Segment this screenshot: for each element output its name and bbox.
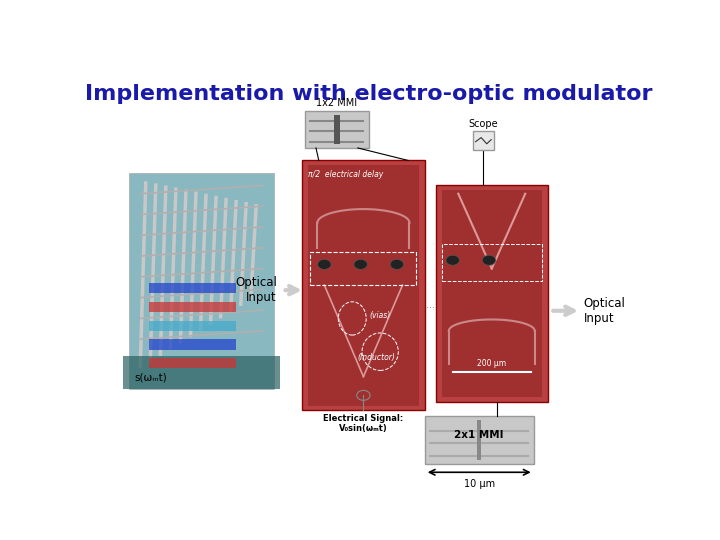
Text: (Inductor): (Inductor)	[358, 353, 396, 362]
Bar	[124, 356, 280, 389]
Circle shape	[354, 259, 367, 269]
Bar	[148, 302, 235, 312]
Text: s(ωₘt): s(ωₘt)	[135, 373, 167, 383]
Bar	[310, 252, 416, 285]
Text: 2x1 MMI: 2x1 MMI	[454, 430, 504, 440]
Circle shape	[390, 259, 404, 269]
Text: Implementation with electro-optic modulator: Implementation with electro-optic modula…	[85, 84, 653, 104]
Circle shape	[482, 255, 495, 265]
Text: 200 μm: 200 μm	[477, 359, 506, 368]
Text: 10 μm: 10 μm	[464, 478, 495, 489]
Bar	[148, 321, 235, 331]
Bar	[129, 173, 274, 389]
Bar	[305, 111, 369, 148]
Bar	[441, 190, 542, 397]
Circle shape	[318, 259, 331, 269]
Bar	[477, 420, 482, 460]
Bar	[148, 358, 235, 368]
Bar	[302, 160, 425, 410]
Bar	[307, 165, 419, 406]
Text: (vias): (vias)	[369, 312, 390, 320]
Bar	[334, 114, 340, 144]
Circle shape	[446, 255, 459, 265]
Bar	[436, 185, 548, 402]
Bar	[441, 244, 542, 281]
Bar	[425, 416, 534, 464]
Bar	[148, 339, 235, 349]
Text: 1x2 MMI: 1x2 MMI	[316, 98, 357, 109]
Text: Electrical Signal:
V₀sin(ωₘt): Electrical Signal: V₀sin(ωₘt)	[323, 414, 403, 434]
Text: π/2  electrical delay: π/2 electrical delay	[307, 170, 383, 179]
Text: Optical
Input: Optical Input	[235, 276, 277, 304]
Bar	[473, 131, 494, 150]
Text: Optical
Input: Optical Input	[584, 297, 626, 325]
Text: ...: ...	[426, 300, 435, 310]
Bar	[148, 283, 235, 294]
Text: Scope: Scope	[469, 119, 498, 129]
